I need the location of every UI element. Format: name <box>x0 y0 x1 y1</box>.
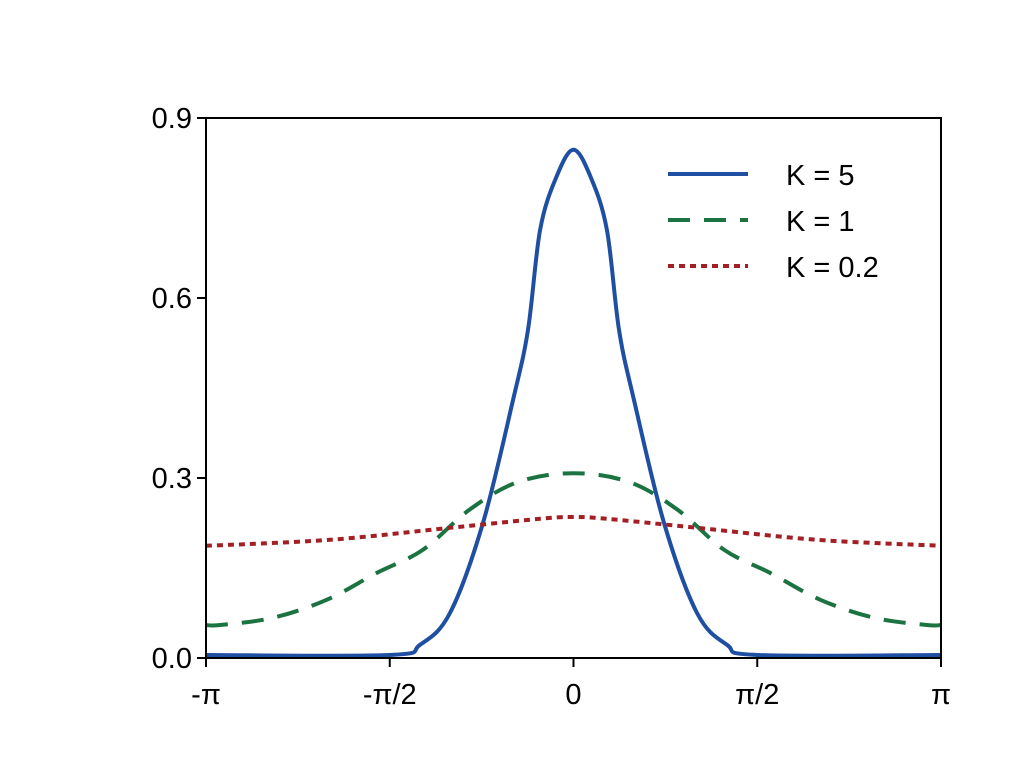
plot-area <box>206 118 941 658</box>
legend: K = 5 K = 1 K = 0.2 <box>668 160 879 284</box>
x-tick-label: 0 <box>565 679 581 711</box>
y-tick-label: 0.0 <box>152 643 192 675</box>
series-line-2 <box>205 515 942 548</box>
legend-label-0: K = 5 <box>786 160 855 192</box>
x-tick-label: -π/2 <box>363 679 417 711</box>
y-axis: 0.0 0.3 0.6 0.9 <box>152 103 206 675</box>
legend-label-1: K = 1 <box>786 206 855 238</box>
x-tick-label: π/2 <box>735 679 779 711</box>
x-tick-label: π <box>931 679 951 711</box>
series-line-0 <box>205 147 942 658</box>
series-line-1 <box>205 471 942 628</box>
y-tick-label: 0.6 <box>152 283 192 315</box>
y-tick-label: 0.3 <box>152 463 192 495</box>
x-axis: -π -π/2 0 π/2 π <box>191 658 951 711</box>
x-tick-label: -π <box>191 679 221 711</box>
y-tick-label: 0.9 <box>152 103 192 135</box>
series-layer <box>205 147 942 658</box>
legend-label-2: K = 0.2 <box>786 252 879 284</box>
